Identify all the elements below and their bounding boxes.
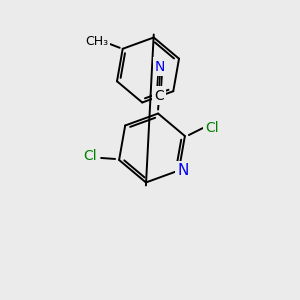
Text: Cl: Cl (205, 121, 219, 135)
Text: C: C (154, 88, 164, 103)
Text: N: N (177, 163, 188, 178)
Text: N: N (155, 59, 165, 74)
Text: CH₃: CH₃ (85, 35, 108, 48)
Text: Cl: Cl (83, 149, 97, 163)
